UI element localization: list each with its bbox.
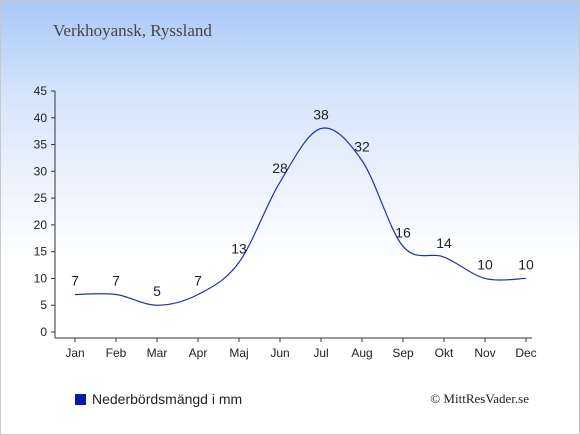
y-tick-label: 45 [34,84,48,98]
y-tick-label: 35 [34,138,48,152]
y-tick-label: 15 [34,245,48,259]
x-tick-label: Nov [474,346,495,360]
credit-text: © MittResVader.se [430,391,529,406]
y-tick-label: 30 [34,164,48,178]
data-label: 32 [354,139,370,155]
data-label: 13 [231,240,247,256]
legend-label: Nederbördsmängd i mm [92,391,243,407]
data-label: 28 [272,160,288,176]
precipitation-line [74,127,527,306]
x-tick-label: Jul [313,346,328,360]
data-label: 16 [395,224,411,240]
legend-swatch [75,393,86,405]
x-tick-label: Mar [147,346,168,360]
x-tick-label: Maj [229,346,248,360]
y-tick-label: 0 [40,325,47,339]
x-tick-label: Apr [189,346,208,360]
y-tick-label: 25 [34,191,48,205]
data-label: 7 [194,273,202,289]
x-tick-label: Aug [351,346,372,360]
data-label: 10 [477,256,493,272]
y-tick-label: 10 [34,271,48,285]
data-label: 7 [112,273,120,289]
x-tick-label: Feb [106,346,127,360]
x-tick-label: Jun [270,346,289,360]
x-tick-label: Dec [515,346,536,360]
data-label: 5 [153,283,161,299]
x-tick-label: Sep [392,346,414,360]
chart-title: Verkhoyansk, Ryssland [53,21,212,40]
x-tick-label: Okt [435,346,454,360]
data-label: 7 [71,273,79,289]
data-label: 14 [436,235,452,251]
y-tick-label: 5 [40,298,47,312]
data-label: 38 [313,106,329,122]
y-tick-label: 40 [34,111,48,125]
data-label: 10 [518,256,534,272]
y-tick-label: 20 [34,218,48,232]
x-tick-label: Jan [65,346,84,360]
legend: Nederbördsmängd i mm [75,391,242,407]
